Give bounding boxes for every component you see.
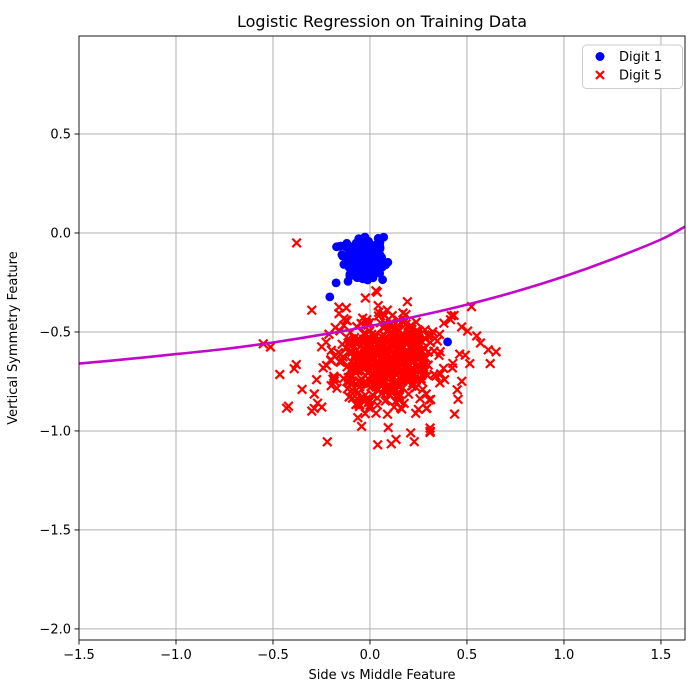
data-point: [355, 266, 364, 276]
y-tick-label: −1.5: [39, 523, 71, 538]
legend-digit1-circle-icon: [595, 52, 605, 61]
y-tick-label: −2.0: [39, 622, 71, 637]
y-tick-label: −0.5: [39, 325, 71, 340]
data-point: [343, 277, 353, 286]
x-tick-label: 0.0: [360, 648, 381, 663]
data-point: [342, 254, 352, 263]
y-tick-label: −1.0: [39, 424, 71, 439]
x-tick-label: 1.5: [651, 648, 672, 663]
x-tick-label: −1.5: [63, 648, 95, 663]
data-point: [364, 248, 374, 258]
axis-ticks: −1.5 −1.0 −0.5 0.0 0.5 1.0 1.5 0.5 0.0 −0.5 −1.0 −1…: [39, 127, 671, 663]
x-tick-label: −0.5: [257, 648, 289, 663]
y-tick-label: 0.5: [50, 127, 71, 142]
data-point: [367, 269, 377, 279]
legend-label-digit5: Digit 5: [619, 69, 662, 84]
scatter-series-digit-5: [258, 237, 502, 450]
y-axis-label: Vertical Symmetry Feature: [6, 251, 21, 424]
legend-box: [582, 44, 683, 89]
legend-digit5-x-icon: [595, 70, 605, 80]
axes-spines: [78, 35, 686, 641]
data-point: [325, 292, 335, 302]
x-tick-label: 1.0: [554, 648, 575, 663]
data-point: [364, 236, 373, 246]
scatter-series-digit-1: [325, 232, 452, 347]
x-axis-label: Side vs Middle Feature: [308, 668, 455, 683]
legend: Digit 1 Digit 5: [582, 44, 683, 89]
data-point: [331, 278, 341, 288]
x-tick-label: −1.0: [160, 648, 192, 663]
legend-label-digit1: Digit 1: [619, 50, 662, 65]
data-point: [334, 242, 344, 251]
decision-boundary-curve: [78, 225, 686, 365]
y-tick-label: 0.0: [50, 226, 71, 241]
x-tick-label: 0.5: [457, 648, 478, 663]
data-point: [371, 248, 381, 258]
data-point: [351, 249, 361, 259]
data-point: [443, 337, 452, 347]
data-point-x-markers: [258, 237, 502, 450]
plot-area: −1.5 −1.0 −0.5 0.0 0.5 1.0 1.5 0.5 0.0 −0.5 −1.0 −1…: [39, 35, 686, 663]
data-point: [373, 233, 383, 243]
data-point: [371, 259, 380, 269]
chart-title: Logistic Regression on Training Data: [237, 12, 527, 31]
